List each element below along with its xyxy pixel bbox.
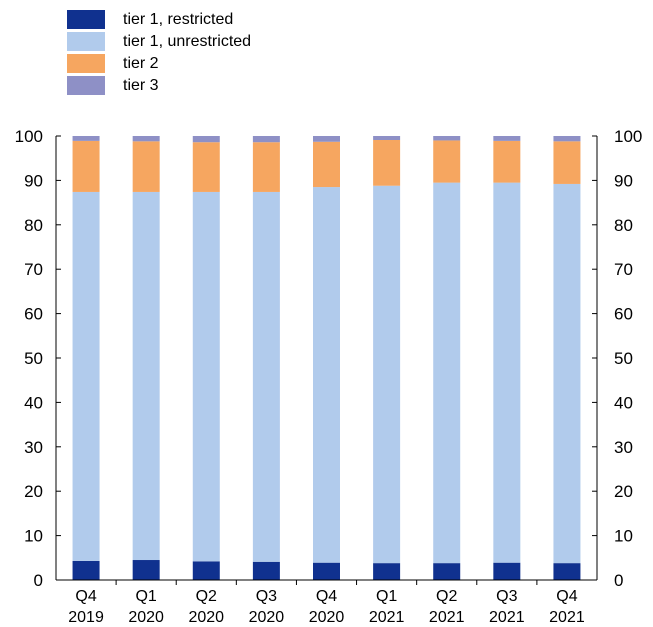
legend-swatch [67, 53, 105, 73]
bar-segment-0-6 [433, 563, 461, 580]
y-tick-label-left: 50 [24, 349, 43, 368]
y-tick-label-right: 80 [614, 216, 633, 235]
y-tick-label-left: 60 [24, 305, 43, 324]
y-tick-label-right: 100 [614, 127, 642, 146]
bar-segment-3-3 [252, 136, 280, 143]
bar-segment-1-0 [72, 191, 100, 561]
x-tick-label-quarter: Q3 [496, 588, 517, 605]
legend-item-tier-1-unrestricted: tier 1, unrestricted [67, 30, 251, 52]
y-tick-label-right: 40 [614, 393, 633, 412]
y-tick-label-left: 20 [24, 482, 43, 501]
legend-item-tier-1-restricted: tier 1, restricted [67, 8, 251, 30]
y-tick-label-right: 90 [614, 171, 633, 190]
bar-segment-0-2 [192, 561, 220, 580]
y-tick-label-left: 90 [24, 171, 43, 190]
bar-segment-2-1 [132, 141, 160, 192]
x-tick-label-year: 2019 [68, 609, 104, 626]
x-tick-label-year: 2021 [549, 609, 585, 626]
x-tick-label-quarter: Q3 [256, 588, 277, 605]
legend-swatch [67, 9, 105, 29]
y-tick-label-right: 30 [614, 438, 633, 457]
x-tick-label-year: 2020 [249, 609, 285, 626]
bar-segment-0-7 [493, 562, 521, 580]
legend-label: tier 1, unrestricted [123, 32, 252, 50]
bar-segment-2-7 [493, 140, 521, 183]
bar-segment-3-6 [433, 136, 461, 141]
legend-label: tier 2 [123, 54, 159, 72]
y-tick-label-left: 10 [24, 527, 43, 546]
bar-segment-2-8 [553, 141, 581, 184]
bar-segment-2-2 [192, 142, 220, 192]
bar-segment-3-0 [72, 136, 100, 141]
legend-label: tier 3 [123, 76, 159, 94]
y-tick-label-right: 70 [614, 260, 633, 279]
y-tick-label-left: 80 [24, 216, 43, 235]
bar-segment-0-3 [252, 561, 280, 580]
bar-segment-1-1 [132, 191, 160, 561]
y-tick-label-left: 0 [34, 571, 43, 590]
bar-segment-2-6 [433, 140, 461, 183]
y-tick-label-left: 70 [24, 260, 43, 279]
x-tick-label-year: 2020 [309, 609, 345, 626]
bar-segment-0-4 [313, 562, 340, 580]
bar-segment-3-8 [553, 136, 581, 142]
bar-segment-3-5 [373, 136, 401, 140]
x-tick-label-quarter: Q4 [75, 588, 96, 605]
y-tick-label-left: 100 [15, 127, 43, 146]
y-tick-label-left: 40 [24, 393, 43, 412]
y-tick-label-right: 10 [614, 527, 633, 546]
bar-segment-0-5 [373, 563, 401, 580]
legend-swatch [67, 75, 105, 95]
legend-item-tier-2: tier 2 [67, 52, 251, 74]
x-tick-label-year: 2021 [369, 609, 405, 626]
bar-segment-0-0 [72, 560, 100, 580]
bar-segment-1-6 [433, 182, 461, 564]
y-tick-label-left: 30 [24, 438, 43, 457]
bar-segment-1-4 [313, 187, 340, 563]
bar-segment-1-8 [553, 183, 581, 564]
legend: tier 1, restricted tier 1, unrestricted … [67, 8, 251, 96]
x-tick-label-year: 2021 [429, 609, 465, 626]
bar-segment-2-3 [252, 142, 280, 192]
bar-segment-1-5 [373, 185, 401, 564]
bar-segment-1-2 [192, 191, 220, 562]
bar-segment-0-1 [132, 560, 160, 580]
y-tick-label-right: 20 [614, 482, 633, 501]
bar-segment-3-4 [313, 136, 340, 142]
bar-segment-0-8 [553, 563, 581, 580]
legend-swatch [67, 31, 105, 51]
x-tick-label-quarter: Q2 [196, 588, 217, 605]
y-tick-label-right: 50 [614, 349, 633, 368]
x-tick-label-quarter: Q4 [556, 588, 577, 605]
bar-segment-2-0 [72, 140, 100, 192]
bar-segment-3-1 [132, 136, 160, 142]
x-tick-label-quarter: Q4 [316, 588, 337, 605]
legend-label: tier 1, restricted [123, 10, 234, 28]
x-tick-label-quarter: Q1 [376, 588, 397, 605]
x-tick-label-quarter: Q1 [135, 588, 156, 605]
bar-segment-1-3 [252, 191, 280, 562]
bar-segment-1-7 [493, 182, 521, 563]
x-tick-label-year: 2020 [128, 609, 164, 626]
bar-segment-3-2 [192, 136, 220, 143]
x-tick-label-year: 2020 [188, 609, 224, 626]
bar-segment-2-4 [313, 141, 340, 188]
x-tick-label-quarter: Q2 [436, 588, 457, 605]
bar-segment-3-7 [493, 136, 521, 141]
bar-segment-2-5 [373, 139, 401, 186]
legend-item-tier-3: tier 3 [67, 74, 251, 96]
y-tick-label-right: 60 [614, 305, 633, 324]
y-tick-label-right: 0 [614, 571, 623, 590]
x-tick-label-year: 2021 [489, 609, 525, 626]
